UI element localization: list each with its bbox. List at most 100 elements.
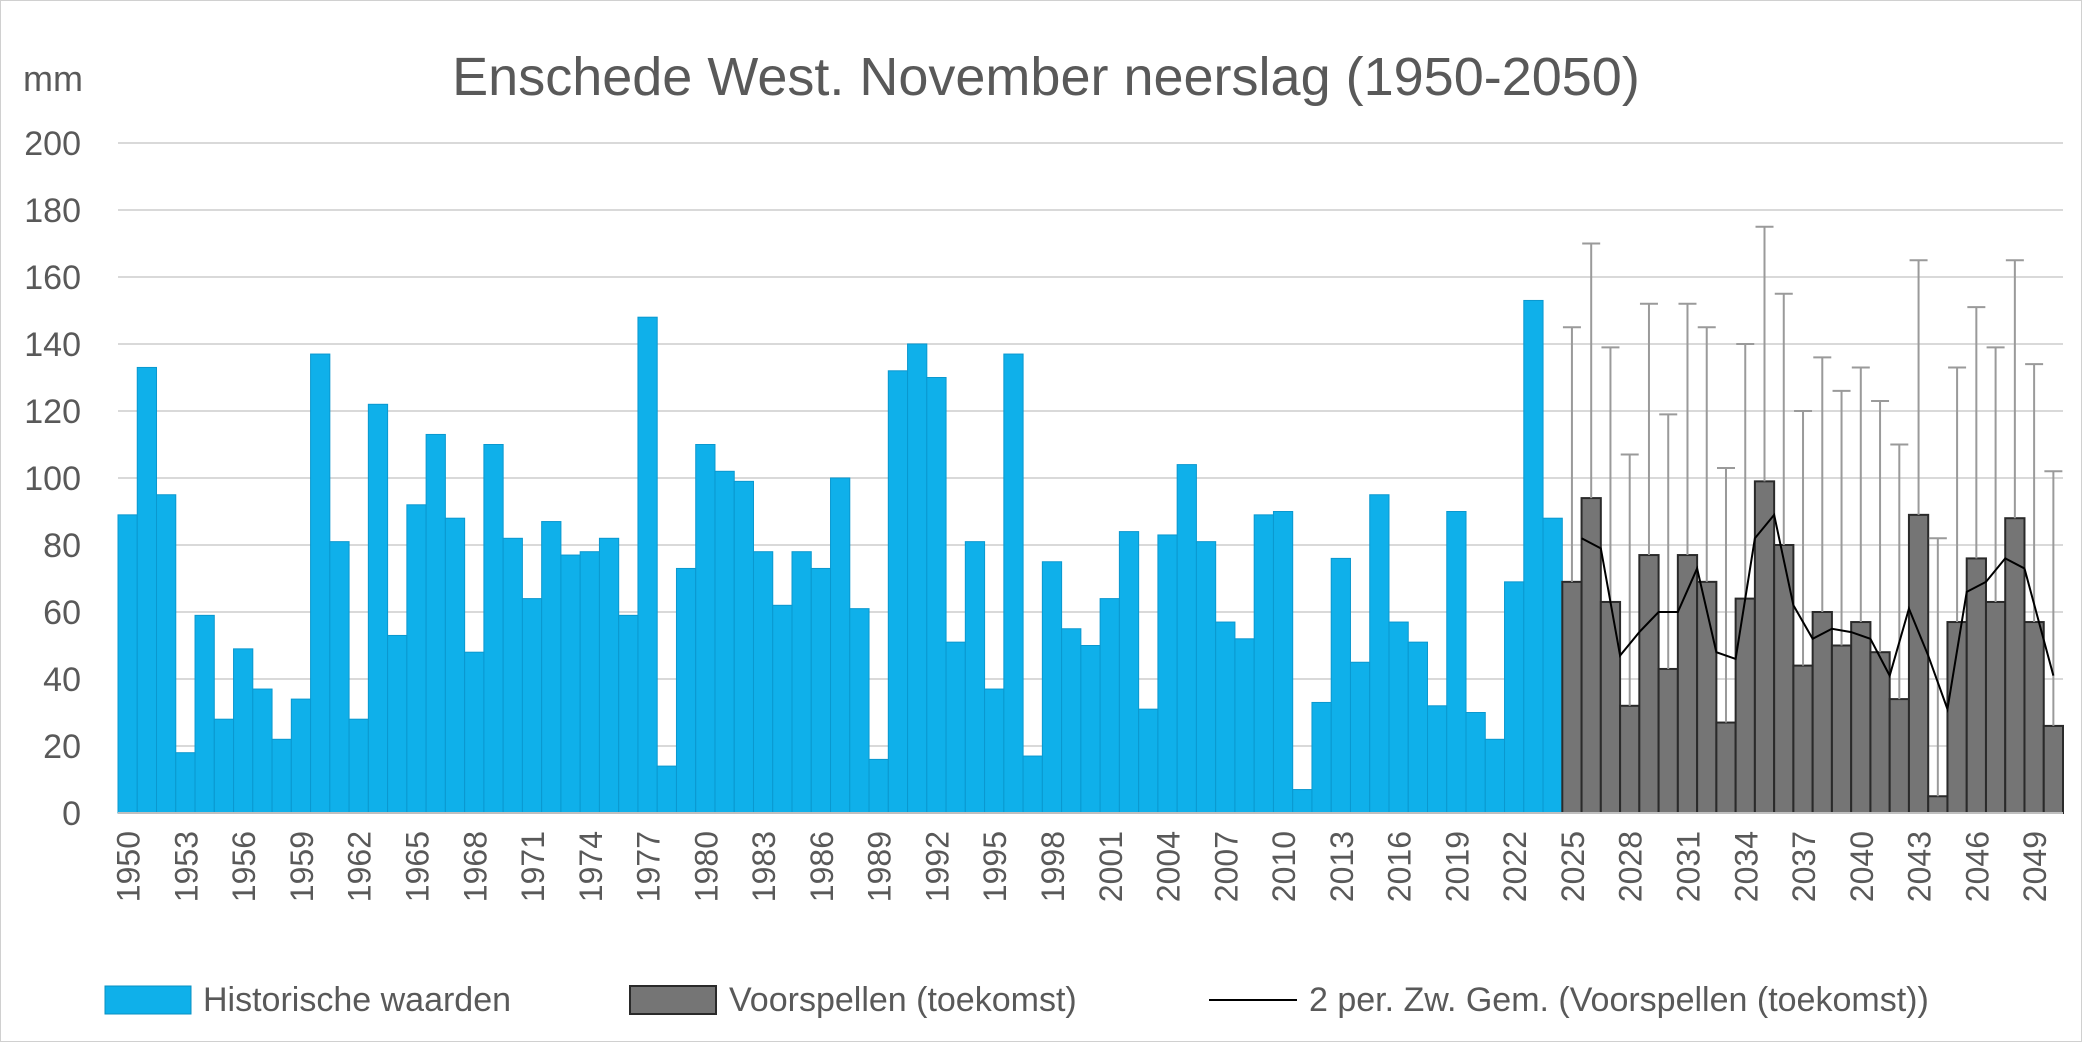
forecast-bars bbox=[1561, 480, 2064, 815]
bar-historical bbox=[791, 551, 812, 814]
x-tick-label: 1959 bbox=[284, 831, 320, 902]
x-tick-label: 2049 bbox=[2017, 831, 2053, 902]
bar-historical bbox=[502, 537, 523, 814]
bar-historical bbox=[945, 641, 966, 814]
bar-historical bbox=[464, 651, 485, 814]
bar-historical bbox=[984, 688, 1005, 814]
bar-historical bbox=[733, 480, 754, 814]
bar-historical bbox=[1446, 511, 1467, 814]
bar-forecast bbox=[1734, 597, 1756, 814]
legend: Historische waarden Voorspellen (toekoms… bbox=[104, 981, 1929, 1019]
bar-historical bbox=[752, 551, 774, 814]
bar-historical bbox=[560, 554, 581, 814]
y-tick-label: 100 bbox=[24, 460, 81, 498]
x-tick-label: 2031 bbox=[1670, 831, 1706, 902]
legend-label-moving-average: 2 per. Zw. Gem. (Voorspellen (toekomst)) bbox=[1309, 981, 1929, 1019]
y-tick-label: 80 bbox=[43, 527, 81, 565]
x-tick-label: 1968 bbox=[457, 831, 493, 902]
y-tick-label: 180 bbox=[24, 192, 81, 230]
bar-historical bbox=[1292, 789, 1313, 814]
bar-historical bbox=[1041, 561, 1063, 814]
x-tick-label: 2019 bbox=[1439, 831, 1475, 902]
bar-historical bbox=[1330, 557, 1351, 814]
x-tick-label: 1980 bbox=[688, 831, 724, 902]
bar-forecast bbox=[2042, 724, 2064, 815]
bar-historical bbox=[772, 604, 793, 814]
x-tick-label: 1956 bbox=[226, 831, 262, 902]
bar-forecast bbox=[1830, 644, 1853, 814]
bar-forecast bbox=[1715, 721, 1737, 814]
x-tick-label: 1986 bbox=[804, 831, 840, 902]
bar-forecast bbox=[1927, 795, 1949, 814]
x-tick-label: 1977 bbox=[631, 831, 667, 902]
x-tick-label: 2037 bbox=[1786, 831, 1822, 902]
bar-forecast bbox=[1580, 497, 1602, 814]
bar-historical bbox=[252, 688, 273, 814]
bar-historical bbox=[541, 521, 562, 814]
bar-historical bbox=[329, 541, 350, 814]
x-tick-label: 2010 bbox=[1266, 831, 1302, 902]
y-tick-label: 20 bbox=[43, 728, 81, 766]
x-tick-label: 1962 bbox=[342, 831, 378, 902]
x-tick-label: 1953 bbox=[168, 831, 204, 902]
bar-historical bbox=[637, 316, 658, 814]
bar-historical bbox=[175, 752, 196, 814]
x-tick-label: 2028 bbox=[1613, 831, 1649, 902]
bar-forecast bbox=[1561, 580, 1583, 814]
y-tick-label: 140 bbox=[24, 326, 81, 364]
bar-historical bbox=[271, 738, 292, 814]
bar-forecast bbox=[1599, 600, 1622, 815]
bar-historical bbox=[213, 718, 235, 814]
x-tick-label: 2001 bbox=[1093, 831, 1129, 902]
x-tick-label: 1983 bbox=[746, 831, 782, 902]
bar-historical bbox=[194, 614, 215, 814]
y-tick-label: 0 bbox=[62, 795, 81, 833]
bar-historical bbox=[695, 444, 716, 814]
bar-historical bbox=[926, 377, 947, 814]
bar-historical bbox=[1215, 621, 1236, 814]
bar-historical bbox=[483, 444, 504, 814]
bar-forecast bbox=[1773, 544, 1795, 814]
bar-historical bbox=[1138, 708, 1159, 814]
bar-historical bbox=[579, 551, 600, 814]
y-tick-label: 160 bbox=[24, 259, 81, 297]
moving-average-line bbox=[1581, 512, 2055, 714]
bar-historical bbox=[1369, 494, 1390, 814]
bar-historical bbox=[1061, 628, 1082, 814]
bar-historical bbox=[1504, 581, 1525, 814]
bar-historical bbox=[1176, 464, 1197, 814]
bar-historical bbox=[387, 634, 408, 814]
bar-historical bbox=[425, 433, 446, 814]
bar-historical bbox=[367, 403, 389, 814]
bar-forecast bbox=[1657, 667, 1679, 815]
bar-historical bbox=[1003, 353, 1024, 814]
bar-forecast bbox=[1888, 698, 1910, 814]
bar-historical bbox=[1099, 598, 1120, 814]
y-axis-unit-label: mm bbox=[23, 58, 83, 99]
x-tick-label: 2043 bbox=[1902, 831, 1938, 902]
x-tick-label: 2034 bbox=[1728, 831, 1764, 902]
y-tick-label: 200 bbox=[24, 125, 81, 163]
x-tick-label: 2022 bbox=[1497, 831, 1533, 902]
bar-forecast bbox=[1907, 513, 1930, 814]
bar-historical bbox=[1253, 514, 1274, 814]
bar-historical bbox=[1542, 517, 1563, 814]
bar-historical bbox=[618, 614, 639, 814]
forecast-error-bars bbox=[1562, 225, 2063, 797]
bar-historical bbox=[1118, 531, 1140, 814]
bar-historical bbox=[868, 758, 889, 814]
x-tick-label: 2025 bbox=[1555, 831, 1591, 902]
bar-forecast bbox=[1811, 611, 1833, 814]
bar-forecast bbox=[1638, 554, 1660, 814]
legend-swatch-historical bbox=[104, 985, 192, 1015]
bar-historical bbox=[849, 608, 870, 814]
bar-historical bbox=[598, 537, 620, 814]
x-tick-label: 1971 bbox=[515, 831, 551, 902]
bar-forecast bbox=[1965, 557, 1987, 815]
x-tick-label: 2004 bbox=[1151, 831, 1187, 902]
bar-forecast bbox=[1984, 600, 2007, 815]
bar-historical bbox=[136, 366, 158, 814]
x-tick-label: 2007 bbox=[1208, 831, 1244, 902]
bar-forecast bbox=[1619, 704, 1641, 814]
